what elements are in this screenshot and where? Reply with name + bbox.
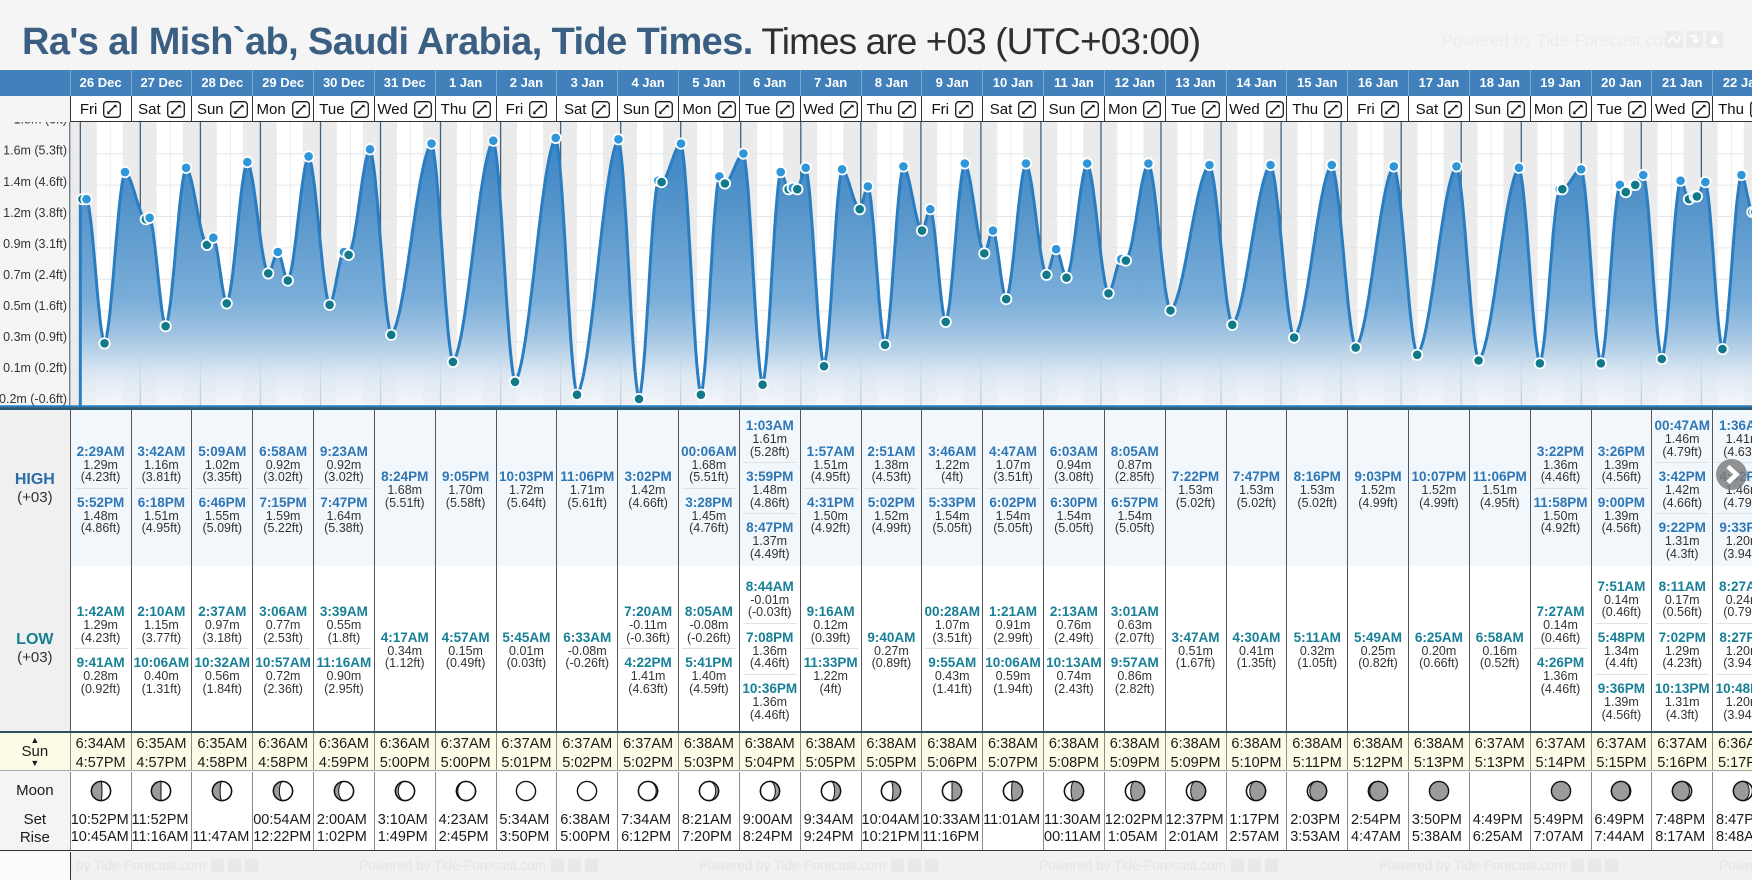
svg-text:0.7m (2.4ft): 0.7m (2.4ft) bbox=[3, 268, 67, 282]
svg-text:0.9m (3.1ft): 0.9m (3.1ft) bbox=[3, 237, 67, 251]
svg-text:1.6m (5.3ft): 1.6m (5.3ft) bbox=[3, 144, 67, 158]
svg-text:0.3m (0.9ft): 0.3m (0.9ft) bbox=[3, 330, 67, 344]
svg-text:1.8m (6ft): 1.8m (6ft) bbox=[14, 122, 67, 127]
svg-text:1.4m (4.6ft): 1.4m (4.6ft) bbox=[3, 175, 67, 189]
svg-text:1.2m (3.8ft): 1.2m (3.8ft) bbox=[3, 206, 67, 220]
svg-text:0.1m (0.2ft): 0.1m (0.2ft) bbox=[3, 361, 67, 375]
svg-text:0.5m (1.6ft): 0.5m (1.6ft) bbox=[3, 299, 67, 313]
svg-text:-0.2m (-0.6ft): -0.2m (-0.6ft) bbox=[0, 392, 67, 406]
